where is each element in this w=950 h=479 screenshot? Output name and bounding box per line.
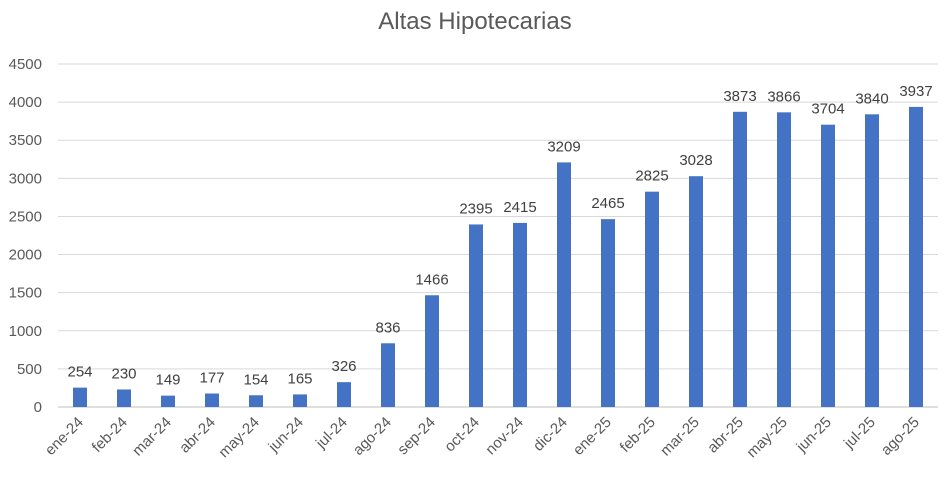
x-tick-label: jun-25 [793, 414, 835, 456]
data-label: 3866 [767, 88, 800, 105]
data-label: 149 [155, 372, 180, 389]
x-tick-label: feb-25 [617, 414, 659, 456]
data-label: 326 [331, 358, 356, 375]
x-tick-label: may-24 [215, 414, 262, 461]
x-tick-label: mar-25 [657, 414, 703, 460]
bar [73, 387, 87, 407]
data-label: 254 [67, 364, 92, 381]
y-tick-label: 1000 [9, 323, 42, 340]
y-tick-label: 1500 [9, 285, 42, 302]
bar [337, 382, 351, 407]
bar [249, 395, 263, 407]
data-label: 3873 [723, 88, 756, 105]
data-label: 836 [375, 319, 400, 336]
bar [293, 394, 307, 407]
data-label: 3704 [811, 101, 844, 118]
x-tick-label: ene-24 [42, 414, 87, 459]
bar [645, 191, 659, 407]
y-tick-label: 3500 [9, 132, 42, 149]
data-label: 2395 [459, 200, 492, 217]
bar [513, 222, 527, 407]
bar [601, 219, 615, 407]
y-tick-label: 2500 [9, 208, 42, 225]
bar [205, 393, 219, 407]
data-label: 2825 [635, 168, 668, 185]
y-tick-label: 3000 [9, 170, 42, 187]
data-label: 230 [111, 365, 136, 382]
x-tick-label: dic-24 [530, 414, 571, 455]
x-tick-label: mar-24 [129, 414, 175, 460]
bar [821, 124, 835, 408]
bar [909, 106, 923, 407]
bar [117, 389, 131, 407]
y-tick-label: 500 [17, 361, 42, 378]
y-tick-label: 0 [34, 399, 42, 416]
x-tick-label: nov-24 [482, 414, 526, 458]
x-tick-label: sep-24 [394, 414, 438, 458]
data-label: 3209 [547, 138, 580, 155]
bar [469, 224, 483, 407]
bar [733, 111, 747, 408]
chart-title: Altas Hipotecarias [378, 8, 572, 35]
y-tick-label: 4000 [9, 94, 42, 111]
y-tick-label: 4500 [9, 56, 42, 73]
bar [777, 112, 791, 407]
x-tick-label: may-25 [743, 414, 790, 461]
bar [557, 162, 571, 407]
x-tick-label: ago-25 [878, 414, 923, 459]
bar [689, 176, 703, 407]
x-tick-label: ene-25 [570, 414, 615, 459]
x-tick-label: oct-24 [441, 414, 483, 456]
x-tick-label: jun-24 [265, 414, 307, 456]
data-label: 2415 [503, 199, 536, 216]
data-label: 3028 [679, 152, 712, 169]
data-label: 3840 [855, 90, 888, 107]
x-tick-label: abr-25 [704, 414, 747, 457]
data-label: 154 [243, 371, 268, 388]
data-label: 165 [287, 370, 312, 387]
data-label: 2465 [591, 195, 624, 212]
x-tick-label: jul-25 [840, 414, 879, 453]
x-tick-label: jul-24 [312, 414, 351, 453]
bar [381, 343, 395, 407]
y-tick-label: 2000 [9, 247, 42, 264]
data-label: 1466 [415, 271, 448, 288]
bar [425, 295, 439, 407]
x-tick-label: feb-24 [89, 414, 131, 456]
x-tick-label: ago-24 [350, 414, 395, 459]
data-label: 3937 [899, 83, 932, 100]
bar [161, 395, 175, 407]
x-tick-label: abr-24 [176, 414, 219, 457]
bar [865, 114, 879, 407]
data-label: 177 [199, 370, 224, 387]
